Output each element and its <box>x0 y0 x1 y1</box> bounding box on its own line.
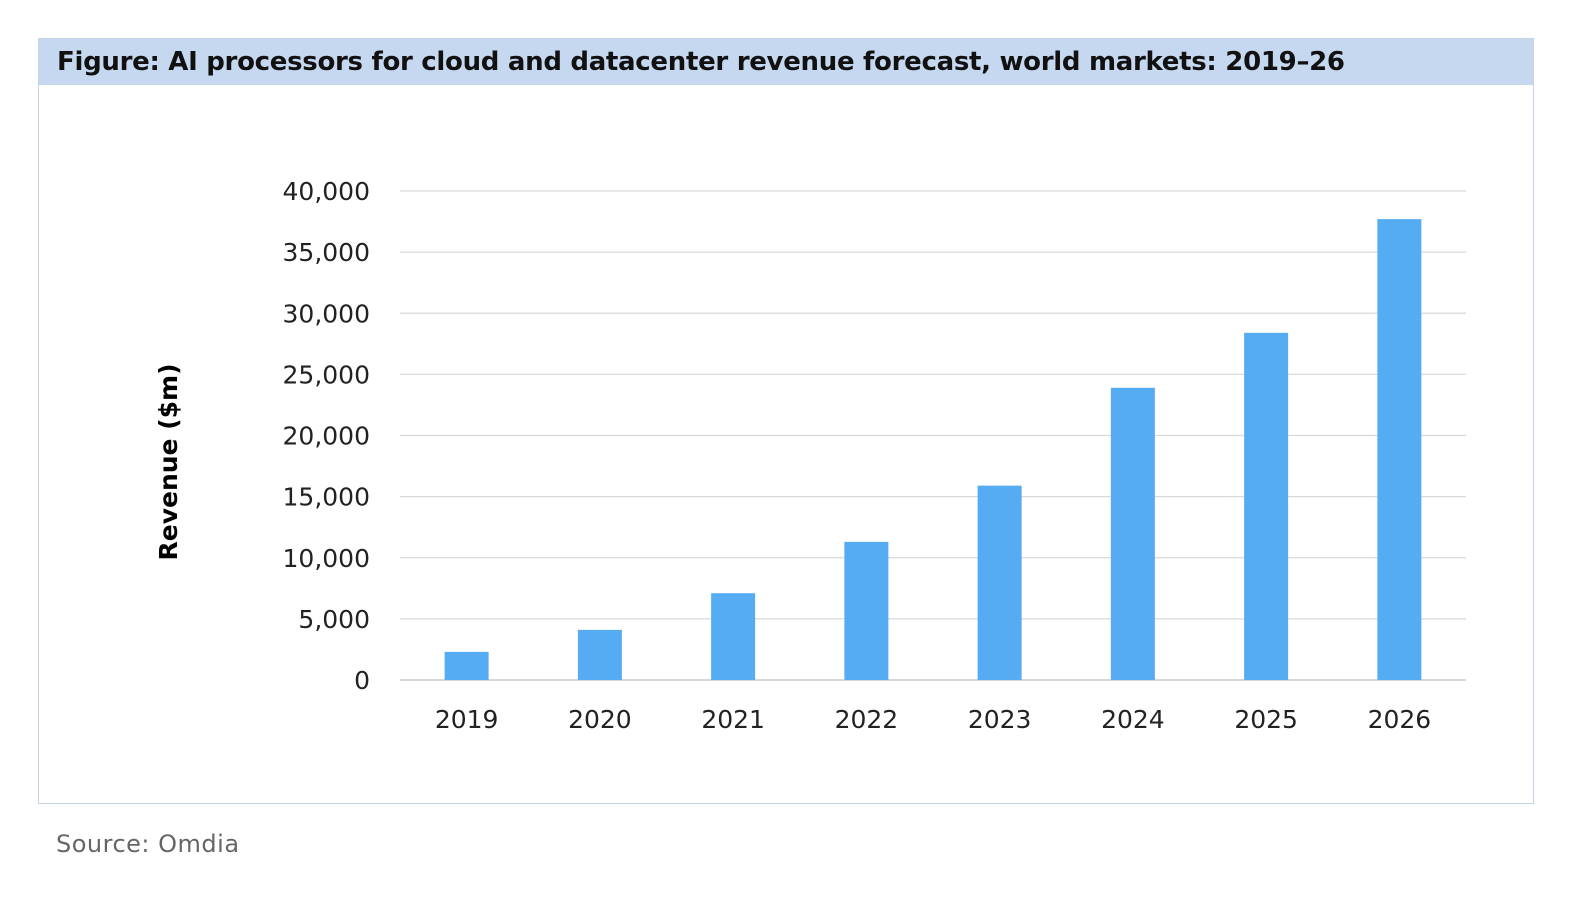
grid-lines <box>400 190 1466 681</box>
y-tick-label: 35,000 <box>283 238 370 267</box>
y-tick-label: 5,000 <box>298 605 370 634</box>
x-tick-label: 2022 <box>835 705 899 734</box>
y-tick-label: 40,000 <box>283 177 370 206</box>
figure-header: Figure: AI processors for cloud and data… <box>39 39 1533 85</box>
y-tick-label: 20,000 <box>283 422 370 451</box>
bar-2019 <box>444 651 489 680</box>
bar-2020 <box>577 629 622 680</box>
figure-title: Figure: AI processors for cloud and data… <box>57 47 1345 77</box>
y-axis-ticks: 0 5,000 10,000 15,000 20,000 25,000 30,000 35,0… <box>283 177 370 695</box>
bar-2021 <box>711 593 756 680</box>
x-tick-label: 2026 <box>1368 705 1432 734</box>
x-tick-label: 2019 <box>435 705 499 734</box>
y-tick-label: 0 <box>354 666 370 695</box>
x-tick-label: 2024 <box>1101 705 1165 734</box>
source-note: Source: Omdia <box>56 830 240 858</box>
y-axis-label: Revenue ($m) <box>154 363 183 560</box>
x-tick-label: 2021 <box>701 705 765 734</box>
y-tick-label: 10,000 <box>283 544 370 573</box>
x-axis-ticks: 2019 2020 2021 2022 2023 2024 2025 2026 <box>435 705 1431 734</box>
y-tick-label: 15,000 <box>283 483 370 512</box>
bar-2024 <box>1110 387 1155 680</box>
bar-2022 <box>844 541 889 680</box>
x-tick-label: 2020 <box>568 705 632 734</box>
bar-2025 <box>1244 332 1289 680</box>
bars <box>444 219 1422 680</box>
x-tick-label: 2025 <box>1234 705 1298 734</box>
bar-2023 <box>977 485 1022 680</box>
x-tick-label: 2023 <box>968 705 1032 734</box>
bar-2026 <box>1377 219 1422 680</box>
y-tick-label: 25,000 <box>283 360 370 389</box>
y-tick-label: 30,000 <box>283 299 370 328</box>
